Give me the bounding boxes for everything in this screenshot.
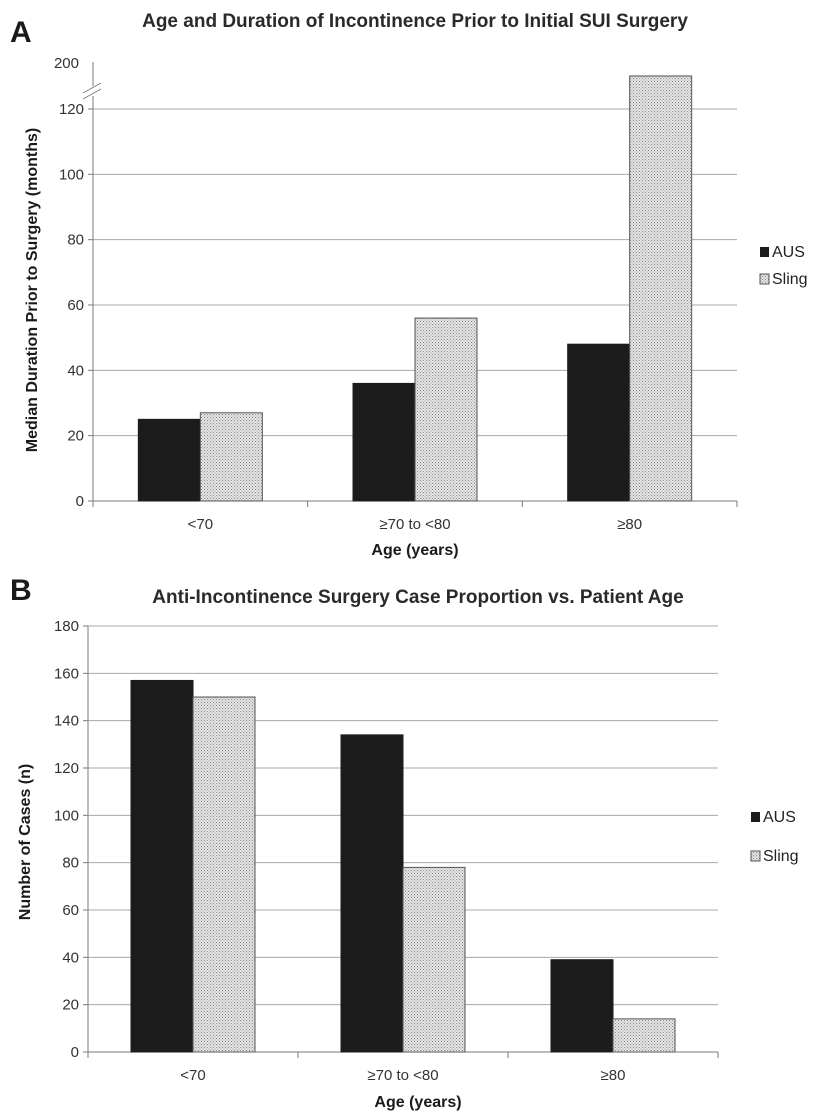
panel-b-y-tick-label: 0 (71, 1044, 79, 1061)
panel-a-y-axis-title: Median Duration Prior to Surgery (months… (24, 128, 41, 452)
panel-a-legend-swatch-aus (760, 247, 769, 257)
panel-a-letter: A (10, 16, 32, 49)
panel-b-bar-aus (340, 734, 404, 1053)
panel-b-y-tick-label: 100 (54, 807, 79, 824)
panel-a-x-tick-label: ≥70 to <80 (379, 516, 450, 533)
panel-b-y-axis-title: Number of Cases (n) (17, 764, 34, 920)
panel-b-letter: B (10, 574, 32, 607)
panel-b-y-tick-label: 120 (54, 760, 79, 777)
panel-a-y-tick-label: 120 (59, 101, 84, 118)
panel-a-bar-aus (352, 382, 416, 502)
panel-a-bar-sling (414, 317, 478, 502)
panel-b-y-tick-label: 20 (62, 997, 79, 1014)
panel-b-y-tick-label: 140 (54, 713, 79, 730)
panel-a-x-axis-title: Age (years) (371, 542, 458, 559)
panel-b-y-tick-label: 160 (54, 665, 79, 682)
panel-a-y-tick-label: 100 (59, 166, 84, 183)
panel-b-bar-aus (550, 959, 614, 1053)
panel-a-plot: 0 20 40 60 80 100 120 200 <70 ≥70 to <80 ≥80 AUS Sli… (54, 55, 808, 533)
panel-a-y-tick-label: 20 (67, 428, 84, 445)
panel-b-legend-label-aus: AUS (763, 809, 796, 826)
panel-a-y-tick-label: 60 (67, 297, 84, 314)
panel-b-bar-sling (612, 1018, 676, 1053)
panel-b-bar-aus (130, 679, 194, 1053)
panel-b-x-tick-label: <70 (180, 1067, 205, 1084)
panel-a-y-tick-label: 40 (67, 362, 84, 379)
panel-b-bar-sling (402, 866, 466, 1053)
panel-b-y-tick-label: 180 (54, 618, 79, 635)
panel-b-x-tick-label: ≥70 to <80 (367, 1067, 438, 1084)
panel-a-axis-break-mark (82, 88, 102, 100)
panel-b-legend-swatch-sling (750, 850, 761, 862)
panel-a-bar-aus (137, 418, 201, 502)
panel-a-y-tick-label: 80 (67, 232, 84, 249)
panel-b-x-tick-label: ≥80 (601, 1067, 626, 1084)
panel-a-bar-sling (199, 412, 263, 502)
panel-b-x-axis-title: Age (years) (374, 1094, 461, 1111)
panel-b-legend-label-sling: Sling (763, 848, 799, 865)
panel-a-x-tick-label: ≥80 (617, 516, 642, 533)
panel-a-title: Age and Duration of Incontinence Prior t… (142, 11, 688, 32)
panel-a-axis-break-mark (82, 82, 102, 94)
panel-a-bar-sling (629, 75, 693, 502)
panel-b-legend-swatch-aus (751, 812, 760, 822)
panel-a-legend-label-sling: Sling (772, 271, 808, 288)
panel-b-plot: 0 20 40 60 80 100 120 140 160 180 <70 ≥70 to <80 ≥80… (54, 618, 799, 1084)
panel-b-title: Anti-Incontinence Surgery Case Proportio… (152, 587, 683, 608)
panel-a-legend-label-aus: AUS (772, 244, 805, 261)
panel-a-legend-swatch-sling (759, 273, 770, 285)
panel-a-x-tick-label: <70 (188, 516, 213, 533)
panel-a-y-tick-label: 0 (76, 493, 84, 510)
panel-b-y-tick-label: 80 (62, 855, 79, 872)
panel-b-bar-sling (192, 696, 256, 1053)
panel-a-bar-aus (567, 343, 631, 502)
panel-a-y-tick-label-break: 200 (54, 55, 79, 72)
panel-b-y-tick-label: 40 (62, 949, 79, 966)
panel-b-y-tick-label: 60 (62, 902, 79, 919)
